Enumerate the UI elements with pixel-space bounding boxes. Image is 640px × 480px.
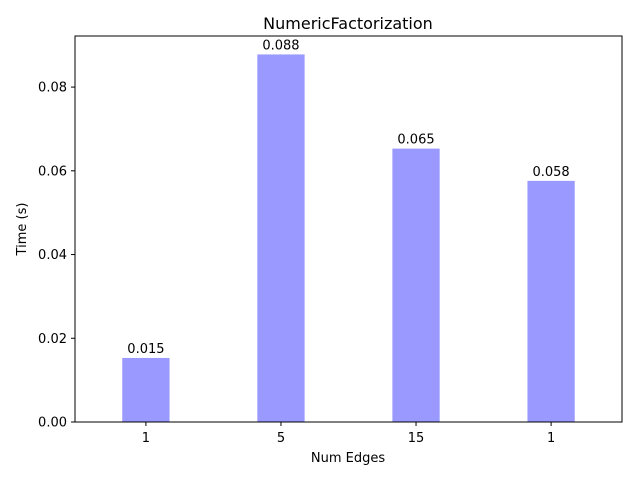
bar-value-label-2: 0.065 (397, 133, 434, 148)
bar-1 (257, 54, 305, 422)
plot-frame (74, 35, 623, 423)
x-tick-label-1: 5 (277, 431, 285, 446)
x-axis-title: Num Edges (311, 451, 385, 466)
bars-group (122, 54, 575, 422)
bar-value-label-0: 0.015 (127, 342, 164, 357)
bar-value-label-3: 0.058 (532, 165, 569, 180)
data-labels-group: 0.015 0.088 0.065 0.058 (127, 38, 569, 357)
chart-title: NumericFactorization (263, 14, 433, 33)
x-tick-label-0: 1 (142, 431, 150, 446)
x-axis: 1 5 15 1 (142, 422, 555, 446)
bar-0 (122, 357, 170, 422)
y-tick-label-2: 0.04 (38, 248, 67, 263)
bar-3 (527, 180, 575, 422)
y-axis-title: Time (s) (15, 203, 30, 257)
y-tick-label-3: 0.06 (38, 164, 67, 179)
bar-value-label-1: 0.088 (262, 38, 299, 53)
y-axis: 0.00 0.02 0.04 0.06 0.08 (38, 81, 75, 431)
x-tick-label-2: 15 (408, 431, 425, 446)
x-tick-label-3: 1 (547, 431, 555, 446)
bar-2 (392, 148, 440, 422)
y-tick-label-4: 0.08 (38, 81, 67, 96)
y-tick-label-0: 0.00 (38, 416, 67, 431)
y-tick-label-1: 0.02 (38, 332, 67, 347)
